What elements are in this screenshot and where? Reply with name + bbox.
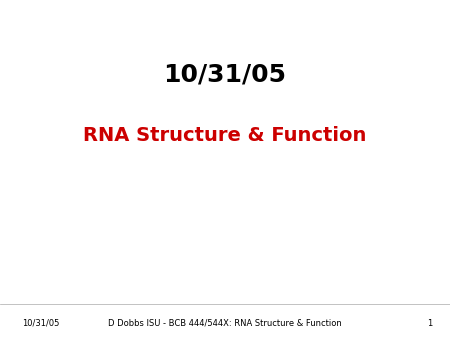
Text: D Dobbs ISU - BCB 444/544X: RNA Structure & Function: D Dobbs ISU - BCB 444/544X: RNA Structur… [108,319,342,328]
Text: 10/31/05: 10/31/05 [163,62,287,87]
Text: 1: 1 [427,319,432,328]
Text: 10/31/05: 10/31/05 [22,319,59,328]
Text: RNA Structure & Function: RNA Structure & Function [83,126,367,145]
